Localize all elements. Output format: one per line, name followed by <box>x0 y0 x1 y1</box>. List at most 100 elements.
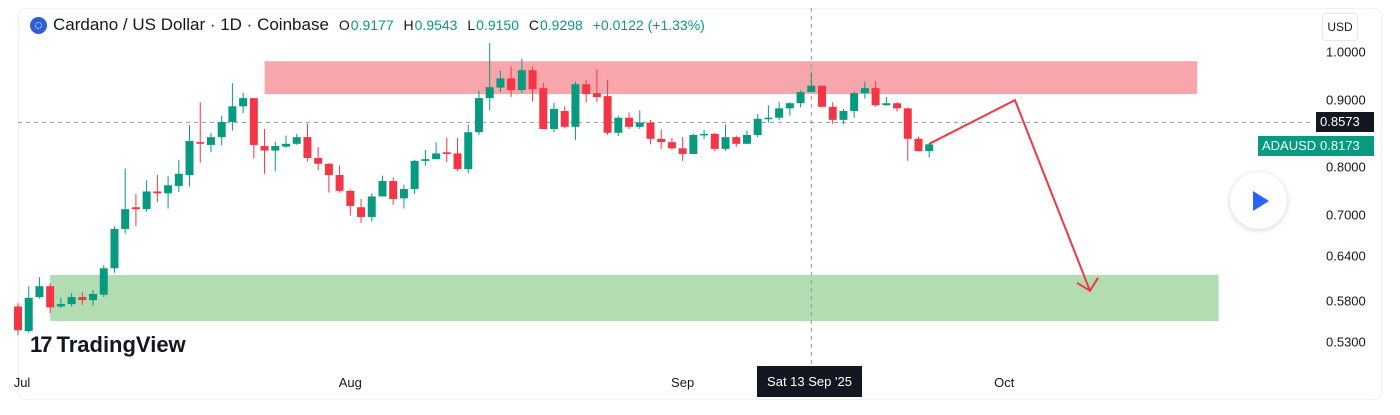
candle-down <box>153 191 162 194</box>
candle-down <box>314 157 323 164</box>
last-price-label: 0.8173 <box>1316 136 1374 156</box>
candle-up <box>850 93 859 111</box>
candle-up <box>700 133 709 136</box>
symbol-badge: ADAUSD <box>1258 136 1321 156</box>
candle-up <box>517 70 526 91</box>
candle-up <box>185 141 194 176</box>
candle-up <box>432 153 441 160</box>
cardano-logo-icon <box>30 16 47 34</box>
candle-down <box>196 142 205 144</box>
high-label: H <box>403 17 414 33</box>
price-tick-label: 0.6400 <box>1326 248 1366 264</box>
low-value: 0.9150 <box>476 17 519 33</box>
tradingview-logo[interactable]: 17 TradingView <box>30 332 186 358</box>
change-value: +0.0122 (+1.33%) <box>592 17 705 33</box>
candle-up <box>550 108 558 129</box>
candle-up <box>785 103 794 109</box>
candle-up <box>271 146 280 151</box>
candle-up <box>110 228 119 269</box>
candle-down <box>442 152 451 154</box>
candle-up <box>753 118 762 135</box>
open-label: O <box>338 17 350 33</box>
candle-down <box>389 181 398 199</box>
candle-up <box>807 85 816 93</box>
candle-up <box>228 106 237 122</box>
candle-up <box>689 134 698 154</box>
candle-up <box>292 137 301 144</box>
candle-down <box>903 108 912 139</box>
time-tick-label: Jul <box>13 375 31 390</box>
candle-down <box>678 148 687 154</box>
candle-up <box>839 110 848 120</box>
candle-down <box>625 117 634 127</box>
resistance-zone <box>264 61 1198 95</box>
candle-down <box>453 153 462 170</box>
candle-down <box>828 106 837 120</box>
close-label: C <box>528 17 539 33</box>
price-tick-label: 0.5800 <box>1326 293 1366 309</box>
candle-up <box>217 121 226 138</box>
price-tick-label: 0.7000 <box>1326 207 1366 223</box>
symbol-legend[interactable]: Cardano / US Dollar · 1D · Coinbase O0.9… <box>30 15 706 35</box>
ohlc-values: O0.9177 H0.9543 L0.9150 C0.9298 +0.0122 … <box>339 17 706 33</box>
candle-down <box>46 286 55 308</box>
candle-up <box>882 103 891 106</box>
candle-down <box>357 207 366 217</box>
candle-down <box>871 88 880 106</box>
candle-up <box>421 159 430 161</box>
candle-up <box>571 84 580 127</box>
candle-down <box>528 70 537 90</box>
candle-down <box>560 110 569 127</box>
candle-down <box>14 306 22 331</box>
candle-up <box>121 209 130 229</box>
candle-down <box>710 133 719 149</box>
candle-up <box>464 132 473 170</box>
crosshair-price-label: 0.8573 <box>1316 112 1374 132</box>
candle-down <box>914 138 923 152</box>
candle-up <box>99 268 108 295</box>
candle-up <box>35 286 44 298</box>
candle-up <box>89 293 98 301</box>
candle-down <box>818 85 826 107</box>
tradingview-wordmark: TradingView <box>56 332 186 357</box>
candle-up <box>399 188 408 199</box>
candle-down <box>249 98 258 145</box>
candle-down <box>603 96 612 133</box>
time-tick-label: Aug <box>338 375 362 390</box>
symbol-title: Cardano / US Dollar · 1D · Coinbase <box>53 15 329 34</box>
candle-up <box>775 108 784 118</box>
price-tick-label: 1.0000 <box>1326 44 1366 60</box>
candle-up <box>206 137 215 145</box>
candle-up <box>164 185 173 194</box>
chart-frame <box>18 8 1382 400</box>
candle-up <box>142 191 151 210</box>
candle-up <box>721 137 730 149</box>
candle-down <box>893 103 902 109</box>
crosshair-date-label: Sat 13 Sep '25 <box>757 366 862 397</box>
candle-up <box>239 98 248 107</box>
support-zone <box>50 274 1219 322</box>
candle-up <box>496 78 505 88</box>
price-tick-label: 0.8000 <box>1326 159 1366 175</box>
replay-play-button[interactable] <box>1230 172 1287 229</box>
candle-up <box>282 143 290 147</box>
candle-down <box>507 78 516 91</box>
candle-down <box>582 84 591 95</box>
candle-down <box>303 137 312 158</box>
time-tick-label: Oct <box>994 375 1015 390</box>
candle-up <box>174 173 183 186</box>
candle-down <box>592 93 601 98</box>
candle-up <box>474 98 483 133</box>
tradingview-mark-icon: 17 <box>30 332 53 357</box>
candle-down <box>667 142 676 149</box>
candle-up <box>485 87 494 99</box>
candle-up <box>67 297 76 305</box>
candle-up <box>378 181 387 197</box>
candle-down <box>78 297 87 301</box>
candle-up <box>742 134 751 144</box>
candle-up <box>796 92 805 104</box>
projection-arrow <box>928 98 1091 292</box>
candle-up <box>410 160 419 189</box>
currency-button[interactable]: USD <box>1322 13 1358 41</box>
